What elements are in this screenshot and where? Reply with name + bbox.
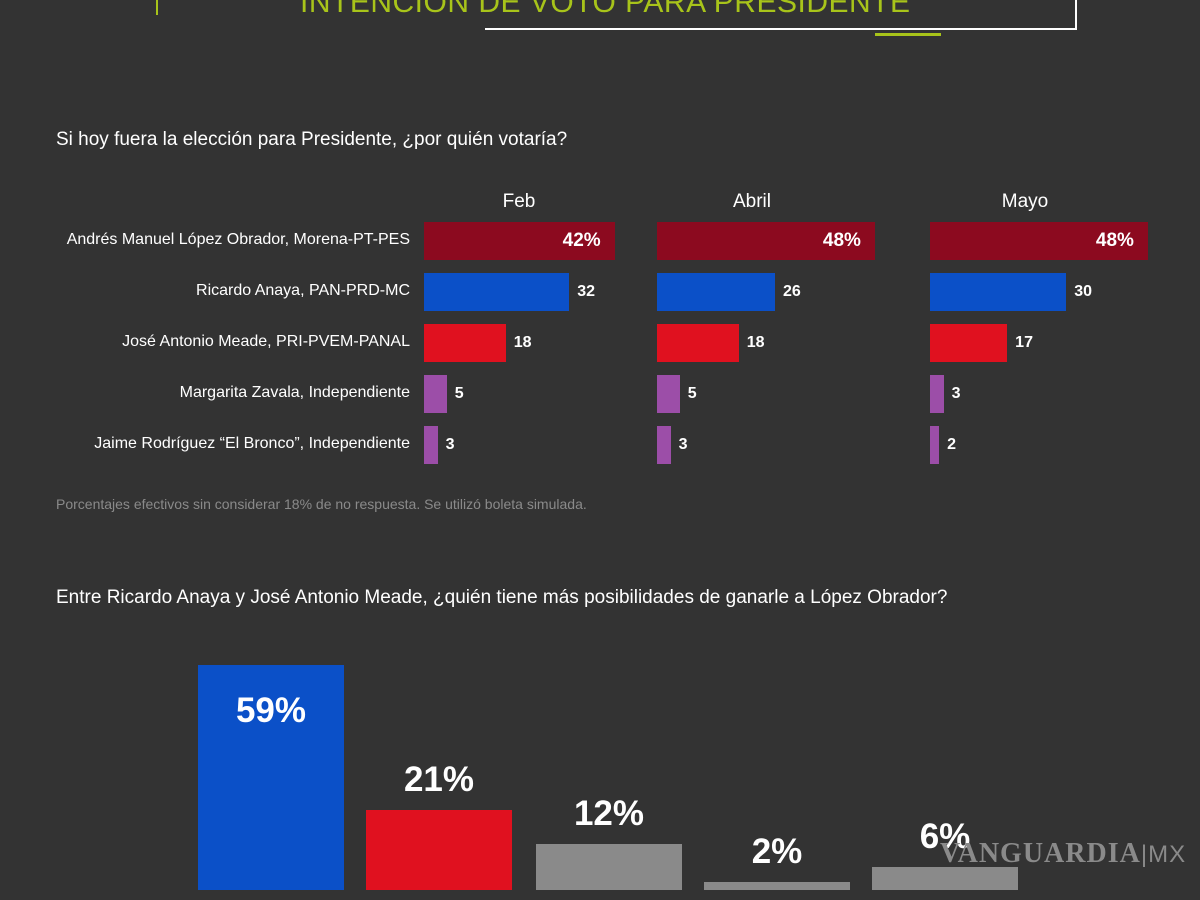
vanguardia-logo: VANGUARDIA|MX	[940, 838, 1187, 869]
bar	[424, 375, 447, 413]
bar	[657, 273, 776, 311]
bar	[657, 324, 739, 362]
data-label: 17	[1015, 334, 1033, 351]
data-label: 2%	[751, 832, 803, 872]
bar	[424, 324, 506, 362]
data-label: 30	[1074, 283, 1092, 300]
data-label: 5	[454, 385, 464, 402]
row-label: Jaime Rodríguez “El Bronco”, Independien…	[94, 435, 410, 452]
data-label: 3	[445, 436, 455, 453]
bar	[930, 426, 940, 464]
data-label: 32	[577, 283, 596, 300]
data-label: 6%	[919, 817, 971, 857]
bar	[704, 882, 850, 890]
bar	[657, 222, 875, 260]
title-accent	[875, 33, 941, 36]
bar	[424, 426, 438, 464]
row-label: Ricardo Anaya, PAN-PRD-MC	[196, 282, 410, 299]
panel-header: Abril	[732, 191, 771, 212]
data-label: 21%	[403, 759, 475, 799]
chart2-title: Entre Ricardo Anaya y José Antonio Meade…	[56, 587, 948, 608]
data-label: 3	[678, 436, 688, 453]
data-label: 18	[513, 334, 532, 351]
panel-header: Feb	[502, 191, 536, 212]
bar	[930, 375, 944, 413]
data-label: 42%	[562, 230, 601, 251]
row-label: José Antonio Meade, PRI-PVEM-PANAL	[122, 333, 410, 350]
bar	[657, 426, 671, 464]
bar	[198, 665, 344, 890]
bar	[930, 222, 1148, 260]
bar	[930, 324, 1008, 362]
page-title: INTENCIÓN DE VOTO PARA PRESIDENTE	[300, 0, 911, 19]
data-label: 18	[746, 334, 765, 351]
bar	[872, 867, 1018, 890]
panel-header: Mayo	[1001, 191, 1049, 212]
row-label: Margarita Zavala, Independiente	[179, 384, 410, 401]
bar	[424, 222, 615, 260]
accent-line	[156, 0, 158, 15]
data-label: 2	[947, 436, 956, 453]
data-label: 48%	[822, 230, 861, 251]
data-label: 5	[687, 385, 697, 402]
bar	[657, 375, 680, 413]
data-label: 59%	[235, 691, 307, 731]
data-label: 48%	[1095, 230, 1134, 251]
chart1-note: Porcentajes efectivos sin considerar 18%…	[56, 496, 587, 512]
chart1-title: Si hoy fuera la elección para Presidente…	[56, 129, 568, 150]
row-label: Andrés Manuel López Obrador, Morena-PT-P…	[66, 231, 410, 248]
bar	[536, 844, 682, 890]
bar	[366, 809, 512, 890]
data-label: 3	[951, 385, 961, 402]
data-label: 12%	[573, 794, 645, 834]
data-label: 26	[783, 283, 801, 300]
title-frame	[485, 0, 1077, 30]
bar	[424, 273, 570, 311]
bar	[930, 273, 1067, 311]
